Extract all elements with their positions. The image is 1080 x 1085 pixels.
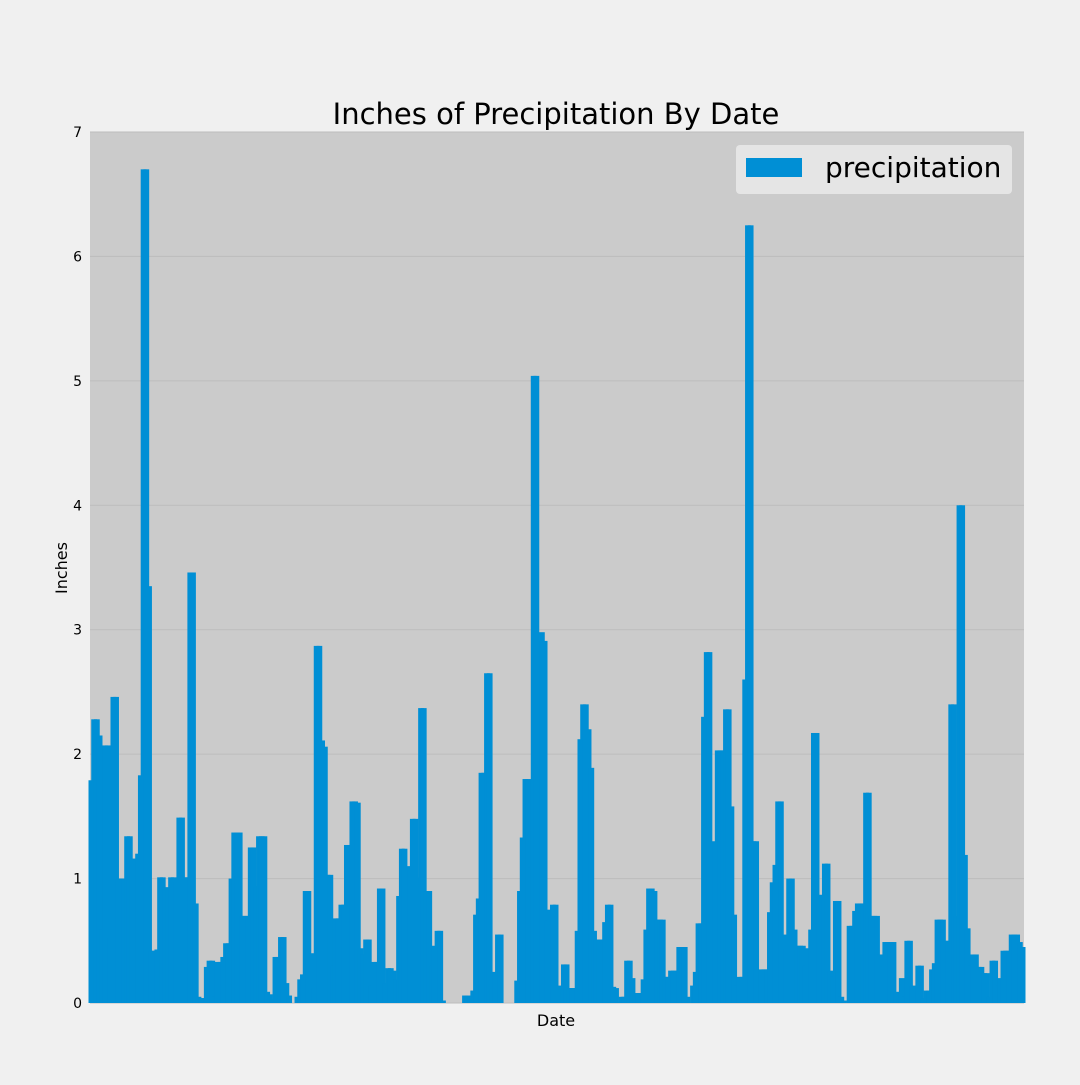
precipitation-bar [813,732,820,1003]
precipitation-bar [1019,947,1026,1003]
precipitation-bar [198,998,205,1003]
y-tick-label: 5 [73,374,82,390]
precipitation-bar [96,735,103,1003]
precipitation-bar [327,874,334,1003]
precipitation-bar [286,995,293,1003]
y-tick-label: 1 [73,872,82,888]
plot-area [90,132,1024,1003]
legend-swatch [746,158,802,177]
precipitation-bar [261,836,268,1003]
chart-title: Inches of Precipitation By Date [333,97,780,131]
grid-lines [90,131,1024,1004]
precipitation-bar [113,696,119,1003]
precipitation-bar [308,953,315,1003]
legend-box [736,145,1012,194]
precipitation-bar [898,978,905,1003]
precipitation-bar [437,930,444,1003]
precipitation-bar [379,888,386,1003]
precipitation-bar [747,225,754,1003]
precipitation-bar [984,973,990,1003]
precipitation-bar [365,939,372,1003]
precipitation-bar [497,934,504,1003]
y-tick-label: 4 [73,498,82,514]
precipitation-bar [486,673,493,1003]
precipitation-bar [607,904,614,1003]
precipitation-bar [267,994,273,1003]
y-tick-label: 7 [73,125,82,141]
precipitation-bar [440,1000,446,1003]
y-axis-ticks: 0 1 2 3 4 5 6 7 [73,125,82,1012]
precipitation-bar [209,960,216,1003]
precipitation-bar [992,960,999,1003]
precipitation-bar [283,983,290,1003]
precipitation-bar [305,891,312,1003]
precipitation-bar [563,964,570,1003]
precipitation-bar [613,988,619,1003]
precipitation-bar [865,792,872,1003]
precipitation-bar [464,995,471,1003]
precipitation-bar [907,940,913,1003]
precipitation-bar [731,914,738,1003]
y-tick-label: 0 [73,996,82,1012]
precipitation-bar [835,900,842,1003]
precipitation-bar [959,505,966,1003]
precipitation-bar [778,801,784,1003]
precipitation-bar [552,904,559,1003]
y-tick-label: 6 [73,249,82,265]
precipitation-bar [753,841,760,1003]
precipitation-bar [426,891,433,1003]
precipitation-bar [322,746,328,1003]
precipitation-bar [354,802,361,1003]
precipitation-bar [146,586,152,1003]
precipitation-bar [659,919,666,1003]
precipitation-bar [824,863,831,1003]
precipitation-bar [841,1000,847,1003]
precipitation-bar [890,942,897,1003]
precipitation-bar [681,947,688,1003]
precipitation-bar [838,996,845,1003]
y-axis-label: Inches [52,542,71,594]
bars [88,169,1026,1003]
precipitation-bar [190,572,196,1003]
precipitation-bar [588,767,595,1003]
precipitation-bar [104,745,111,1003]
y-tick-label: 2 [73,747,82,763]
precipitation-bar [728,806,735,1003]
x-axis-label: Date [537,1011,575,1030]
precipitation-bar [629,978,636,1003]
precipitation-bar [541,640,548,1003]
y-tick-label: 3 [73,623,82,639]
precipitation-bar [706,652,713,1003]
precipitation-bar [192,903,199,1003]
precipitation-bar [918,965,924,1003]
precipitation-bar [420,708,427,1003]
precipitation-bar [280,937,287,1003]
precipitation-bar [684,996,691,1003]
legend: precipitation [736,145,1012,194]
precipitation-bar [951,704,957,1003]
legend-label: precipitation [825,151,1001,184]
